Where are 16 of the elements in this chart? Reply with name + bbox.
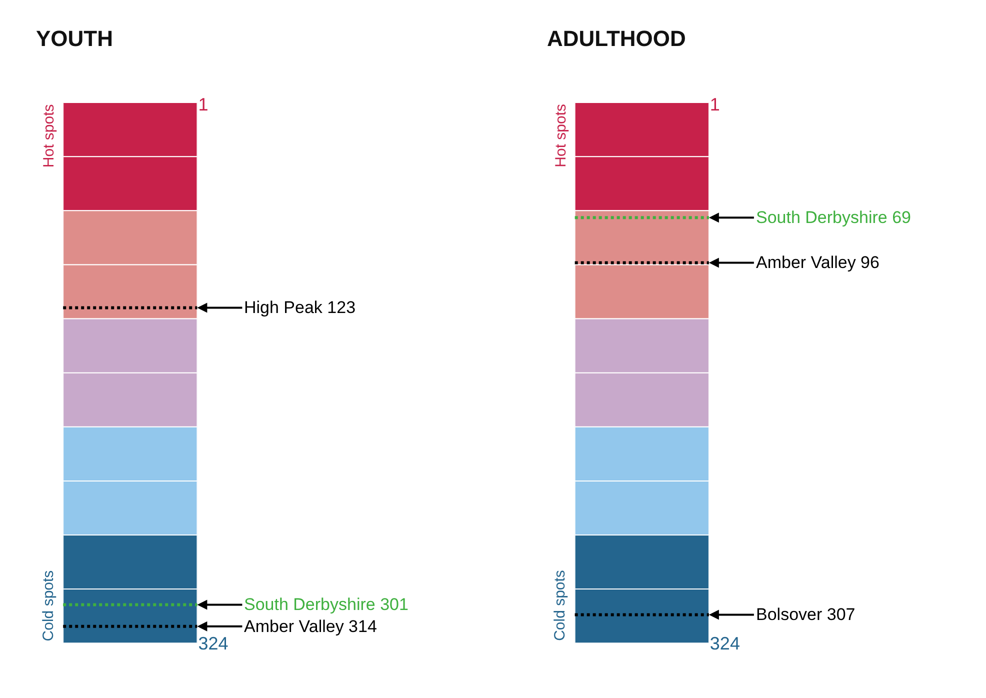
ref-line-label: Amber Valley 96: [756, 253, 880, 272]
y-tick-label: 324: [710, 633, 740, 654]
y-tick-label: 1: [710, 94, 720, 114]
chart-title: ADULTHOOD: [547, 26, 686, 51]
ref-line-label: Amber Valley 314: [244, 617, 377, 636]
chart-title: YOUTH: [36, 26, 113, 51]
text: Hot spots: [552, 104, 570, 168]
text: Cold spots: [40, 570, 57, 642]
ref-line-label: South Derbyshire 301: [244, 595, 408, 614]
ref-line-label: South Derbyshire 69: [756, 208, 911, 227]
text: Cold spots: [552, 570, 569, 641]
y-tick-label: 324: [198, 633, 228, 654]
text: Hot spots: [40, 104, 58, 168]
ref-line-label: High Peak 123: [244, 298, 356, 317]
ref-line-label: Bolsover 307: [756, 605, 856, 624]
y-tick-label: 1: [198, 94, 208, 114]
